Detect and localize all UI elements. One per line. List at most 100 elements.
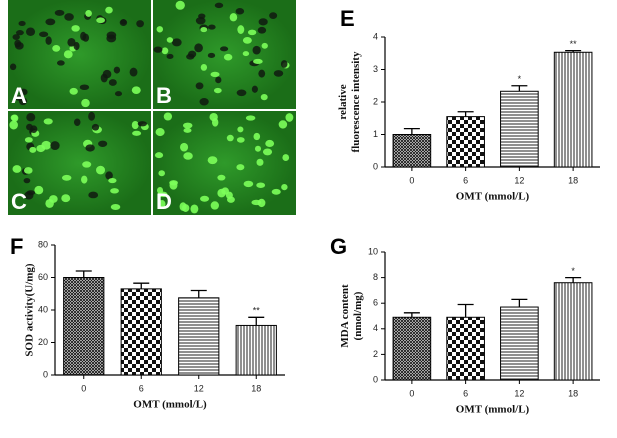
cell [247,29,257,36]
cell [56,60,65,66]
cell [85,9,92,17]
y-axis-label: relative [337,84,349,119]
cell [235,7,245,15]
bar [235,324,277,376]
cell [265,139,275,148]
cell [18,97,28,106]
image-label: A [11,83,27,108]
cell [63,50,73,59]
cell [210,201,219,210]
y-tick-label: 8 [373,272,378,282]
cell [171,38,182,47]
bar [392,134,432,168]
bar [120,288,162,376]
y-axis-label: (nmol/mg) [352,291,364,340]
cell [252,45,261,55]
y-tick-label: 4 [373,31,378,41]
y-tick-label: 40 [38,304,48,314]
y-tick-label: 2 [373,349,378,359]
cell [71,25,80,32]
cell [200,64,208,71]
bar [553,51,593,168]
cell [258,69,266,78]
y-tick-label: 0 [43,369,48,379]
x-tick-label: 12 [514,175,524,185]
cell [108,79,117,86]
bar [500,90,539,168]
cell [15,30,24,36]
cell [253,132,261,141]
cell [88,111,96,121]
cell [54,9,65,16]
cell [200,195,210,202]
cell [198,13,206,19]
cell [12,34,20,40]
cell [245,115,256,121]
cell [242,51,250,57]
cell [29,146,37,153]
cell [237,25,245,34]
cell [166,53,174,59]
cell [251,199,262,206]
panel-label: G [330,234,347,259]
panel-label: E [340,6,355,31]
x-axis-label: OMT (mmol/L) [456,404,530,416]
cell [154,152,164,159]
cell [269,12,278,19]
y-tick-label: 0 [373,374,378,384]
cell [88,191,99,199]
cell [11,114,19,122]
cell [114,91,123,97]
cell [214,2,224,9]
cell [210,71,220,78]
cell [223,53,233,61]
y-tick-label: 2 [373,96,378,106]
cell [217,174,226,181]
image-label: C [11,189,27,214]
cell [36,144,46,153]
cell [195,17,206,25]
cell [14,39,22,48]
cell [190,204,199,214]
cell [12,165,22,173]
cell [45,199,54,208]
cell [136,20,144,28]
cell [50,141,60,151]
cell [137,121,147,127]
cell [132,130,142,136]
cell [183,152,193,160]
bar [446,116,485,168]
cell [199,98,209,106]
cell [39,31,49,38]
cell [91,123,100,131]
cell [156,26,164,33]
cell [253,58,263,64]
cell [166,37,174,43]
cell [81,98,90,108]
image-d [153,111,296,215]
cell [261,42,268,49]
significance-mark: ** [253,306,261,316]
cell [208,24,216,30]
x-tick-label: 6 [463,175,468,185]
image-a [8,0,151,109]
bar [392,316,432,381]
bar [553,282,593,381]
cell [102,69,112,79]
cell [181,204,190,212]
cell [19,88,28,96]
significance-mark: ** [570,39,578,49]
cell [25,27,36,36]
cell [43,118,53,125]
cell [256,158,264,166]
y-tick-label: 0 [373,161,378,171]
cell [282,154,290,162]
cell [207,156,218,165]
cell [243,180,254,188]
cell [67,38,76,47]
cell [273,70,284,77]
y-tick-label: 1 [373,129,378,139]
cell [24,137,33,143]
cell [155,128,165,137]
